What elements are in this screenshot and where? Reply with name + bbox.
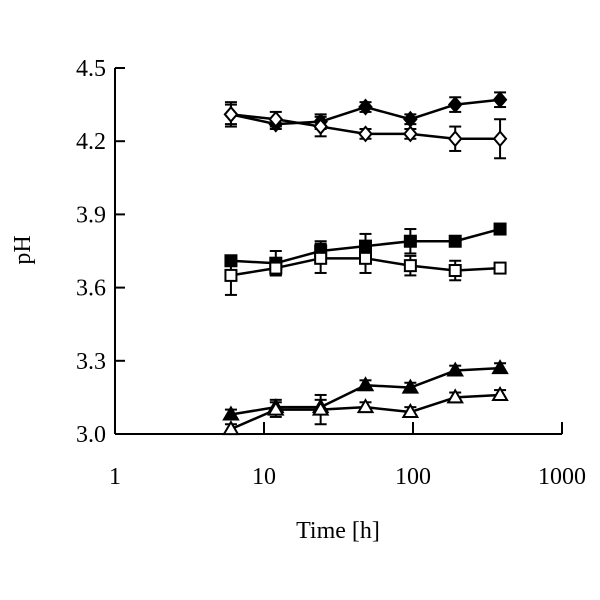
- data-point: [358, 98, 373, 116]
- data-point: [446, 361, 464, 377]
- data-point: [491, 359, 509, 375]
- y-tick-label: 3.9: [76, 202, 106, 228]
- data-point: [268, 110, 284, 128]
- data-point: [492, 130, 508, 148]
- data-point: [447, 130, 463, 148]
- data-point: [222, 420, 240, 436]
- data-point: [447, 96, 463, 114]
- data-point: [403, 234, 417, 248]
- y-tick-label: 4.2: [76, 129, 106, 155]
- data-point: [446, 388, 464, 404]
- y-tick-label: 4.5: [76, 56, 106, 82]
- data-point: [448, 264, 462, 278]
- data-point: [358, 125, 373, 143]
- data-point: [356, 376, 375, 392]
- data-point: [492, 91, 508, 109]
- series-diamond-open: [223, 101, 508, 160]
- y-axis-title: pH: [10, 235, 36, 264]
- y-tick-label: 3.6: [76, 276, 106, 302]
- data-point: [401, 378, 420, 394]
- x-tick-label: 100: [395, 464, 431, 490]
- data-point: [311, 400, 330, 416]
- data-point: [313, 118, 328, 136]
- data-point: [267, 400, 285, 416]
- data-point: [356, 398, 375, 414]
- series-triangle-open: [222, 385, 509, 436]
- data-point: [493, 222, 507, 236]
- data-series: [222, 91, 509, 436]
- series-diamond-filled: [223, 91, 508, 133]
- data-point: [222, 405, 240, 421]
- x-tick-label: 1: [109, 464, 121, 490]
- data-point: [403, 259, 417, 273]
- x-axis-ticks: 1 10 100 1000: [109, 422, 586, 490]
- y-tick-label: 3.3: [76, 349, 106, 375]
- data-point: [448, 234, 462, 248]
- data-point: [359, 251, 373, 265]
- data-point: [401, 403, 420, 419]
- data-point: [493, 261, 507, 275]
- data-point: [403, 125, 418, 143]
- data-point: [224, 268, 238, 282]
- x-tick-label: 10: [252, 464, 276, 490]
- data-point: [491, 385, 509, 401]
- x-tick-label: 1000: [538, 464, 586, 490]
- data-point: [314, 251, 328, 265]
- data-point: [269, 261, 283, 275]
- y-tick-label: 3.0: [76, 422, 106, 448]
- y-axis-ticks: 3.0 3.3 3.6 3.9 4.2 4.5: [76, 56, 125, 448]
- data-point: [223, 105, 239, 123]
- series-square-open: [224, 242, 507, 296]
- x-axis-title: Time [h]: [296, 518, 380, 544]
